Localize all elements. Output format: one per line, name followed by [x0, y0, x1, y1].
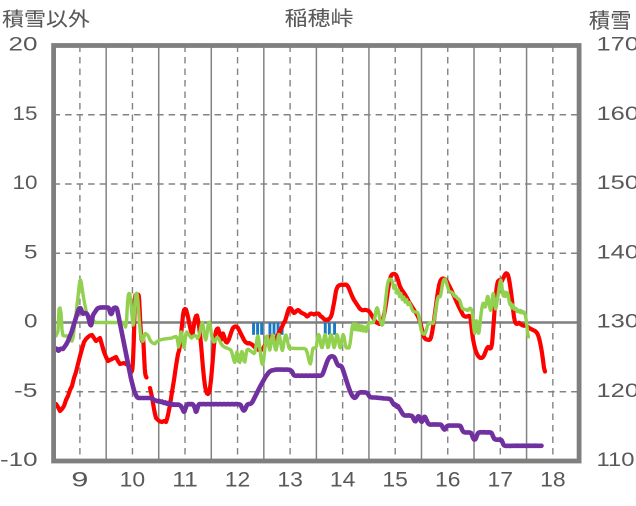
svg-text:150: 150: [597, 172, 636, 194]
svg-text:0: 0: [24, 311, 38, 333]
svg-text:15: 15: [13, 103, 38, 125]
svg-text:130: 130: [597, 311, 636, 333]
svg-text:5: 5: [24, 241, 38, 263]
svg-text:120: 120: [597, 380, 636, 402]
svg-text:14: 14: [330, 468, 356, 491]
svg-text:9: 9: [71, 468, 88, 491]
svg-text:10: 10: [13, 172, 38, 194]
svg-text:110: 110: [597, 449, 635, 471]
svg-text:18: 18: [540, 468, 566, 491]
svg-text:17: 17: [488, 468, 514, 491]
svg-text:170: 170: [597, 34, 636, 56]
svg-text:12: 12: [225, 468, 251, 491]
svg-text:11: 11: [172, 468, 198, 491]
svg-text:13: 13: [277, 468, 303, 491]
svg-text:16: 16: [435, 468, 461, 491]
svg-text:20: 20: [9, 34, 38, 56]
svg-text:10: 10: [120, 468, 146, 491]
svg-text:15: 15: [382, 468, 408, 491]
svg-text:-5: -5: [14, 380, 38, 402]
svg-text:140: 140: [597, 241, 636, 263]
svg-text:160: 160: [597, 103, 636, 125]
svg-text:-10: -10: [0, 449, 38, 471]
